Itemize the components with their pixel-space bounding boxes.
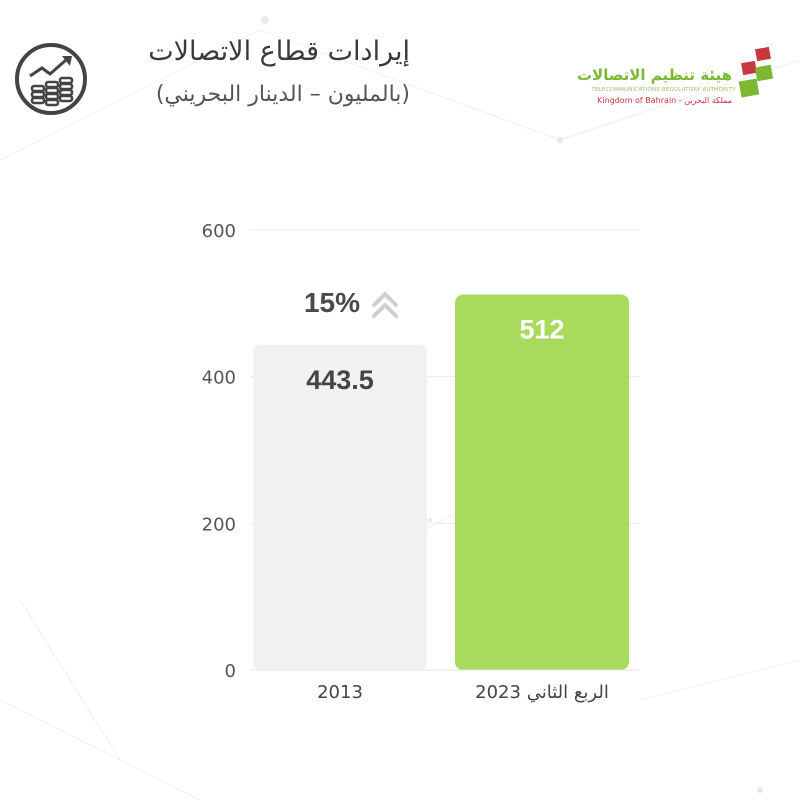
- y-tick-label: 200: [202, 514, 236, 535]
- page-title: إيرادات قطاع الاتصالات: [148, 36, 410, 67]
- x-category-label: 2013: [317, 682, 363, 703]
- tra-logo-mark-icon: [738, 46, 774, 98]
- x-category-label: الربع الثاني 2023: [475, 682, 609, 703]
- tra-logo: هيئة تنظيم الاتصالات TELECOMMUNICATIONS …: [577, 46, 782, 126]
- tra-logo-country: Kingdom of Bahrain - مملكة البحرين: [597, 96, 732, 105]
- tra-logo-name-ar: هيئة تنظيم الاتصالات: [576, 66, 732, 84]
- y-tick-label: 600: [202, 221, 236, 242]
- growth-percentage-label: 15%: [304, 287, 360, 318]
- bar-value-label: 443.5: [306, 365, 374, 395]
- tra-logo-name-en: TELECOMMUNICATIONS REGULATORY AUTHORITY: [591, 87, 736, 93]
- bar-1: [455, 294, 629, 670]
- y-tick-label: 400: [202, 368, 236, 389]
- bar-value-label: 512: [519, 315, 564, 345]
- page-subtitle: (بالمليون – الدينار البحريني): [155, 82, 410, 107]
- chevron-up-icon: [372, 303, 398, 318]
- chevron-up-icon: [372, 292, 398, 307]
- double-chevron-up-icon: [372, 292, 398, 318]
- revenue-growth-coins-icon: [15, 43, 87, 115]
- y-tick-label: 0: [225, 661, 236, 682]
- bar-0: [253, 344, 427, 670]
